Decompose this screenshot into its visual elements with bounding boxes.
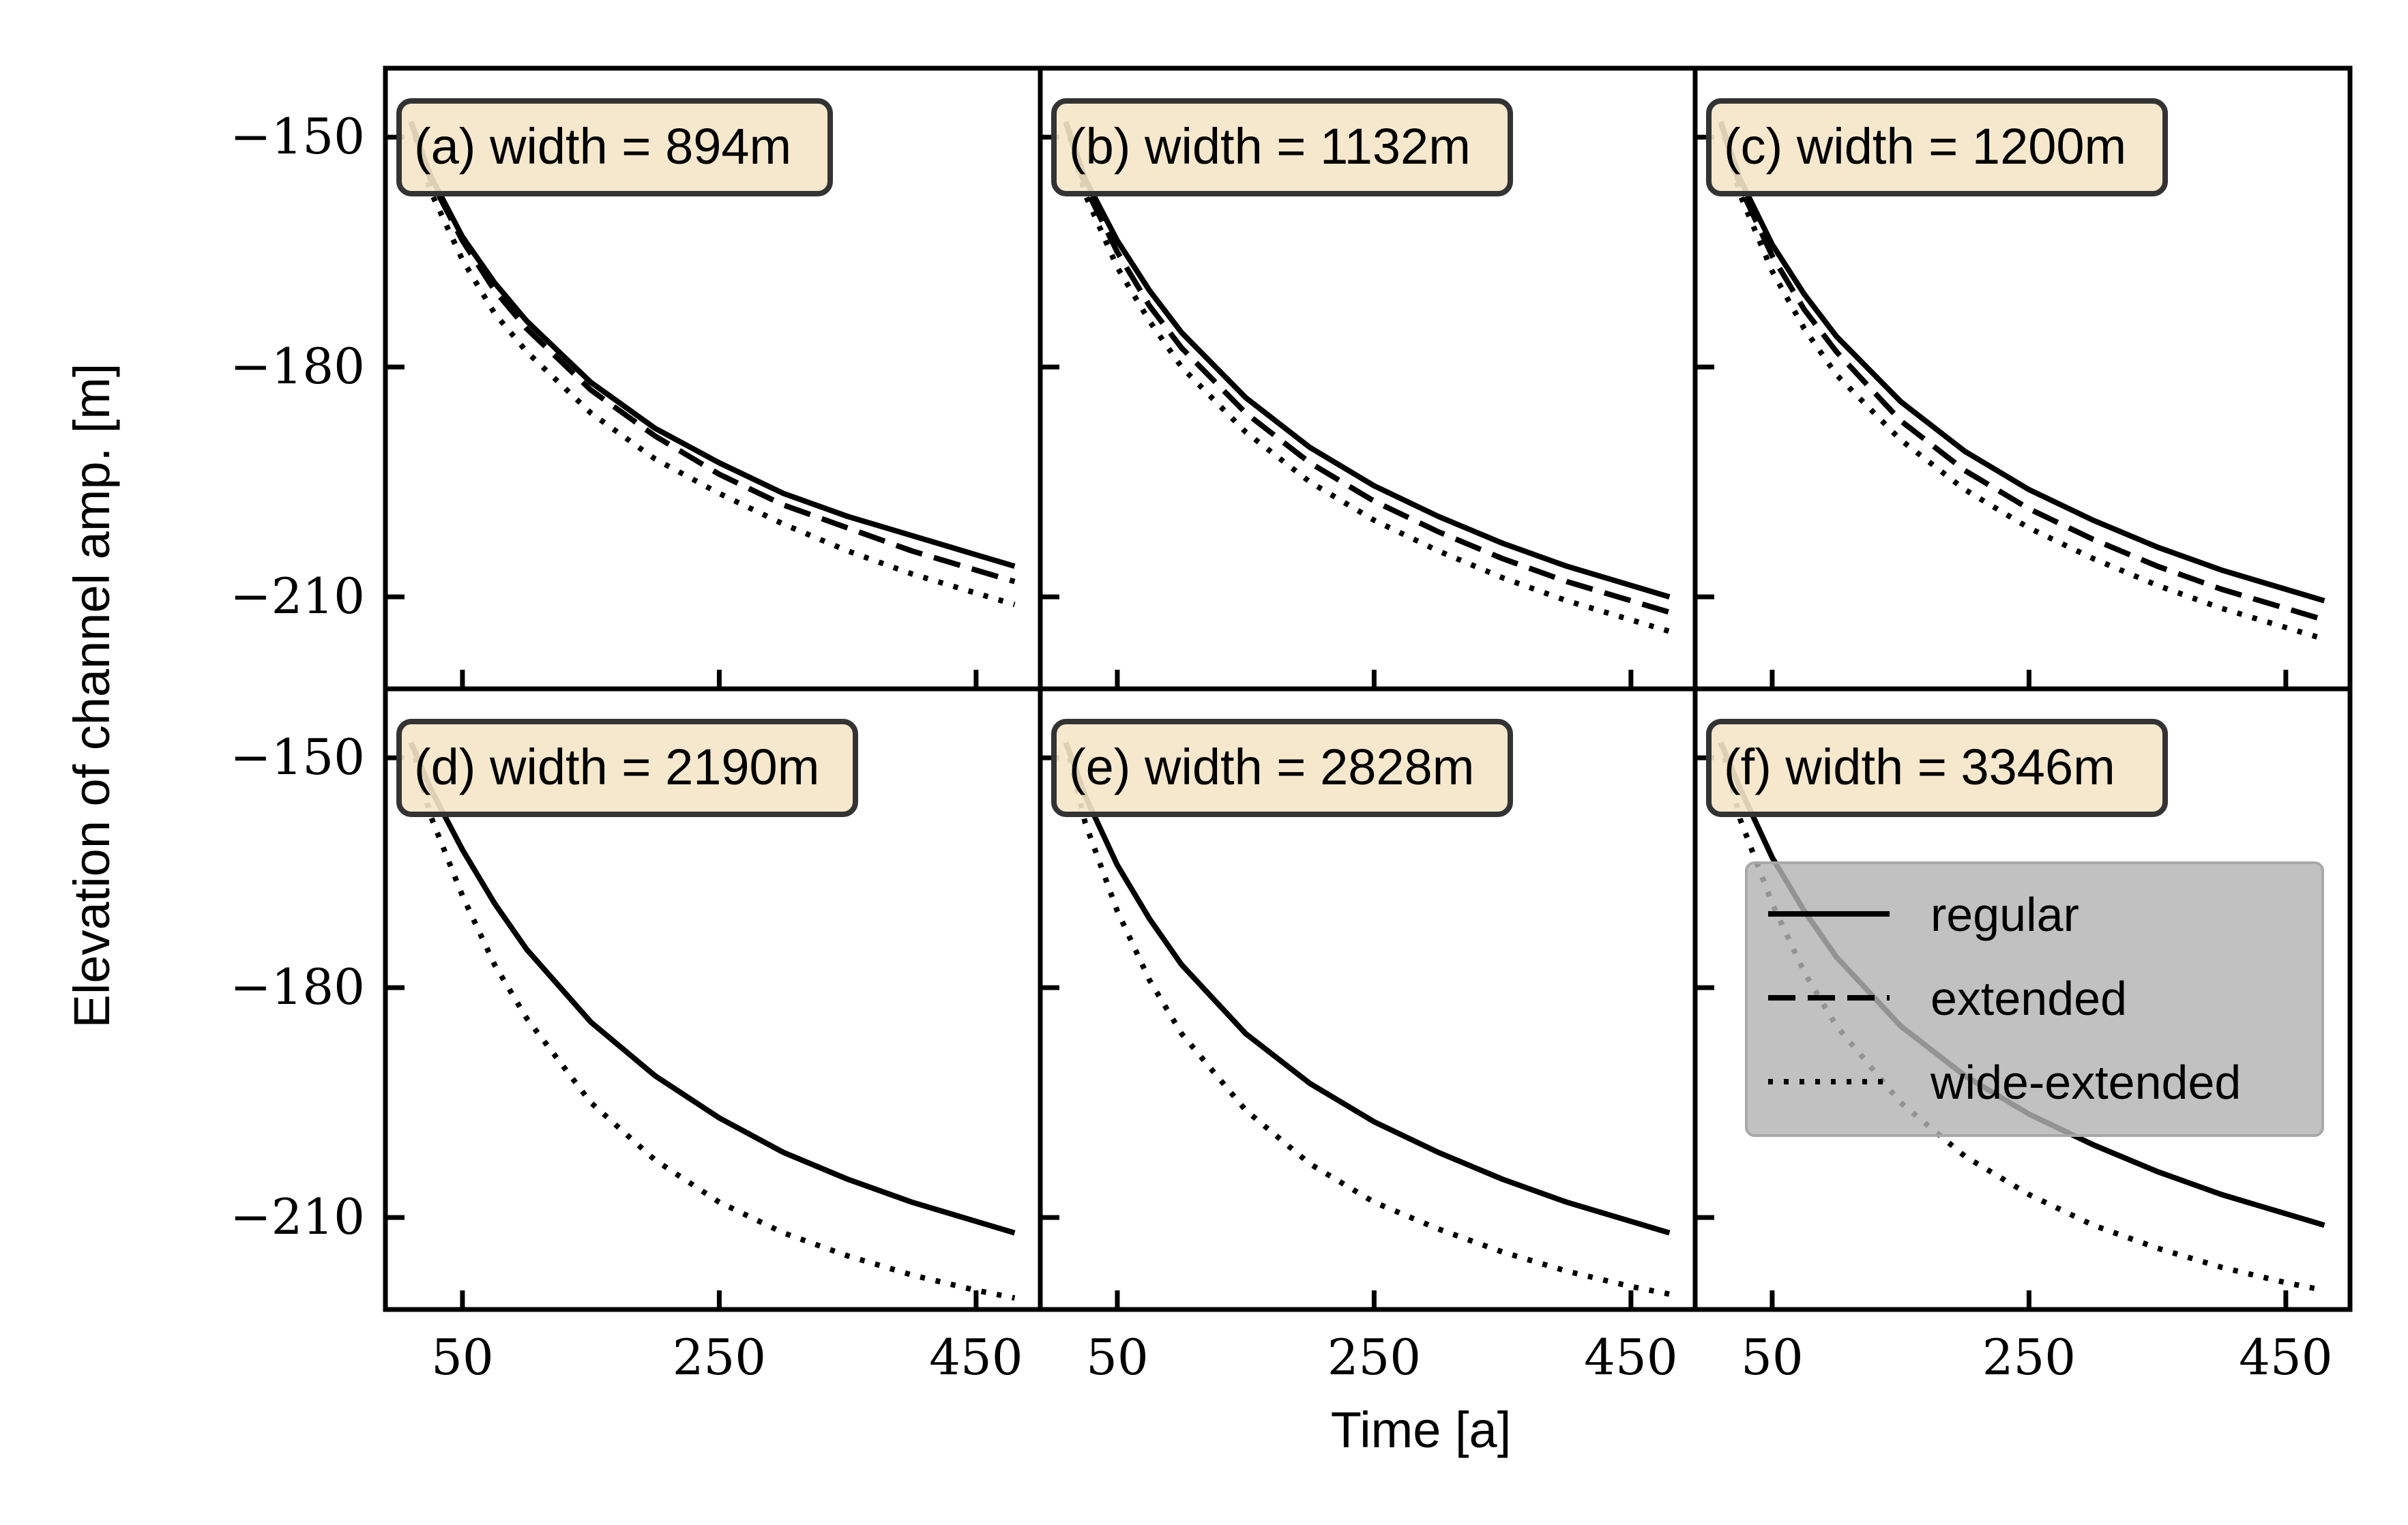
x-tick-label: 250 xyxy=(673,1329,766,1386)
y-tick-label: −210 xyxy=(230,1188,365,1245)
series-line-extended xyxy=(1718,121,2325,623)
panel-label: (e) width = 2828m xyxy=(1069,739,1474,795)
panel-label-box xyxy=(1051,98,1513,196)
x-tick-label: 250 xyxy=(1982,1329,2076,1386)
legend-label: extended xyxy=(1930,972,2127,1025)
series-line-regular xyxy=(1718,121,2325,604)
y-axis-label: Elevation of channel amp. [m] xyxy=(63,364,120,1028)
x-tick-label: 50 xyxy=(1086,1329,1149,1386)
series-line-regular xyxy=(1063,741,1671,1236)
y-tick-label: −150 xyxy=(230,108,365,165)
panel-label: (d) width = 2190m xyxy=(414,739,819,795)
y-tick-label: −180 xyxy=(230,958,365,1016)
legend: regular extended wide-extended xyxy=(1745,861,2324,1137)
panel-d: −150 −180 −210 50 250 450 (d) width = 2190m xyxy=(230,686,1043,1386)
panel-label-box xyxy=(396,98,833,196)
panel-c: (c) width = 1200m xyxy=(1692,65,2353,692)
panel-e: 50 250 450 (e) width = 2828m xyxy=(1038,686,1698,1386)
y-tick-label: −180 xyxy=(230,338,365,395)
x-tick-label: 50 xyxy=(1741,1329,1804,1386)
series-line-wide-extended xyxy=(1063,741,1671,1297)
series-line-wide-extended xyxy=(408,741,1016,1301)
x-tick-label: 250 xyxy=(1327,1329,1421,1386)
legend-box xyxy=(1745,861,2324,1137)
panel-f: 50 250 450 (f) width = 3346m regular extended… xyxy=(1692,686,2353,1386)
panel-frame xyxy=(1692,686,2353,1312)
series-line-extended xyxy=(1063,121,1671,615)
panel-label: (a) width = 894m xyxy=(414,118,791,175)
panel-label: (c) width = 1200m xyxy=(1724,118,2126,175)
panel-a: −150 −180 −210 (a) width = 894m xyxy=(230,65,1043,692)
panel-b: (b) width = 1132m xyxy=(1038,65,1698,692)
y-tick-label: −210 xyxy=(230,567,365,625)
series-line-wide-extended xyxy=(1718,741,2325,1293)
panel-label-box xyxy=(1051,719,1513,817)
x-tick-label: 450 xyxy=(929,1329,1023,1386)
series-line-wide-extended xyxy=(1718,121,2325,642)
series-line-regular xyxy=(408,741,1016,1236)
x-tick-label: 450 xyxy=(1584,1329,1677,1386)
x-tick-label: 50 xyxy=(431,1329,494,1386)
legend-label: regular xyxy=(1930,888,2079,941)
series-line-wide-extended xyxy=(1063,121,1671,634)
x-tick-label: 450 xyxy=(2239,1329,2332,1386)
panel-label: (f) width = 3346m xyxy=(1724,739,2115,795)
x-axis-label: Time [a] xyxy=(1331,1402,1512,1458)
series-line-wide-extended xyxy=(408,121,1016,608)
series-line-regular xyxy=(1063,121,1671,600)
legend-label: wide-extended xyxy=(1930,1056,2241,1109)
panel-label-box xyxy=(396,719,858,817)
y-tick-label: −150 xyxy=(230,728,365,786)
panel-label: (b) width = 1132m xyxy=(1069,118,1471,175)
series-line-extended xyxy=(408,121,1016,584)
panels-layer: −150 −180 −210 (a) width = 894m (b) width = … xyxy=(230,65,2353,1386)
panel-label-box xyxy=(1706,98,2168,196)
panel-label-box xyxy=(1706,719,2168,817)
